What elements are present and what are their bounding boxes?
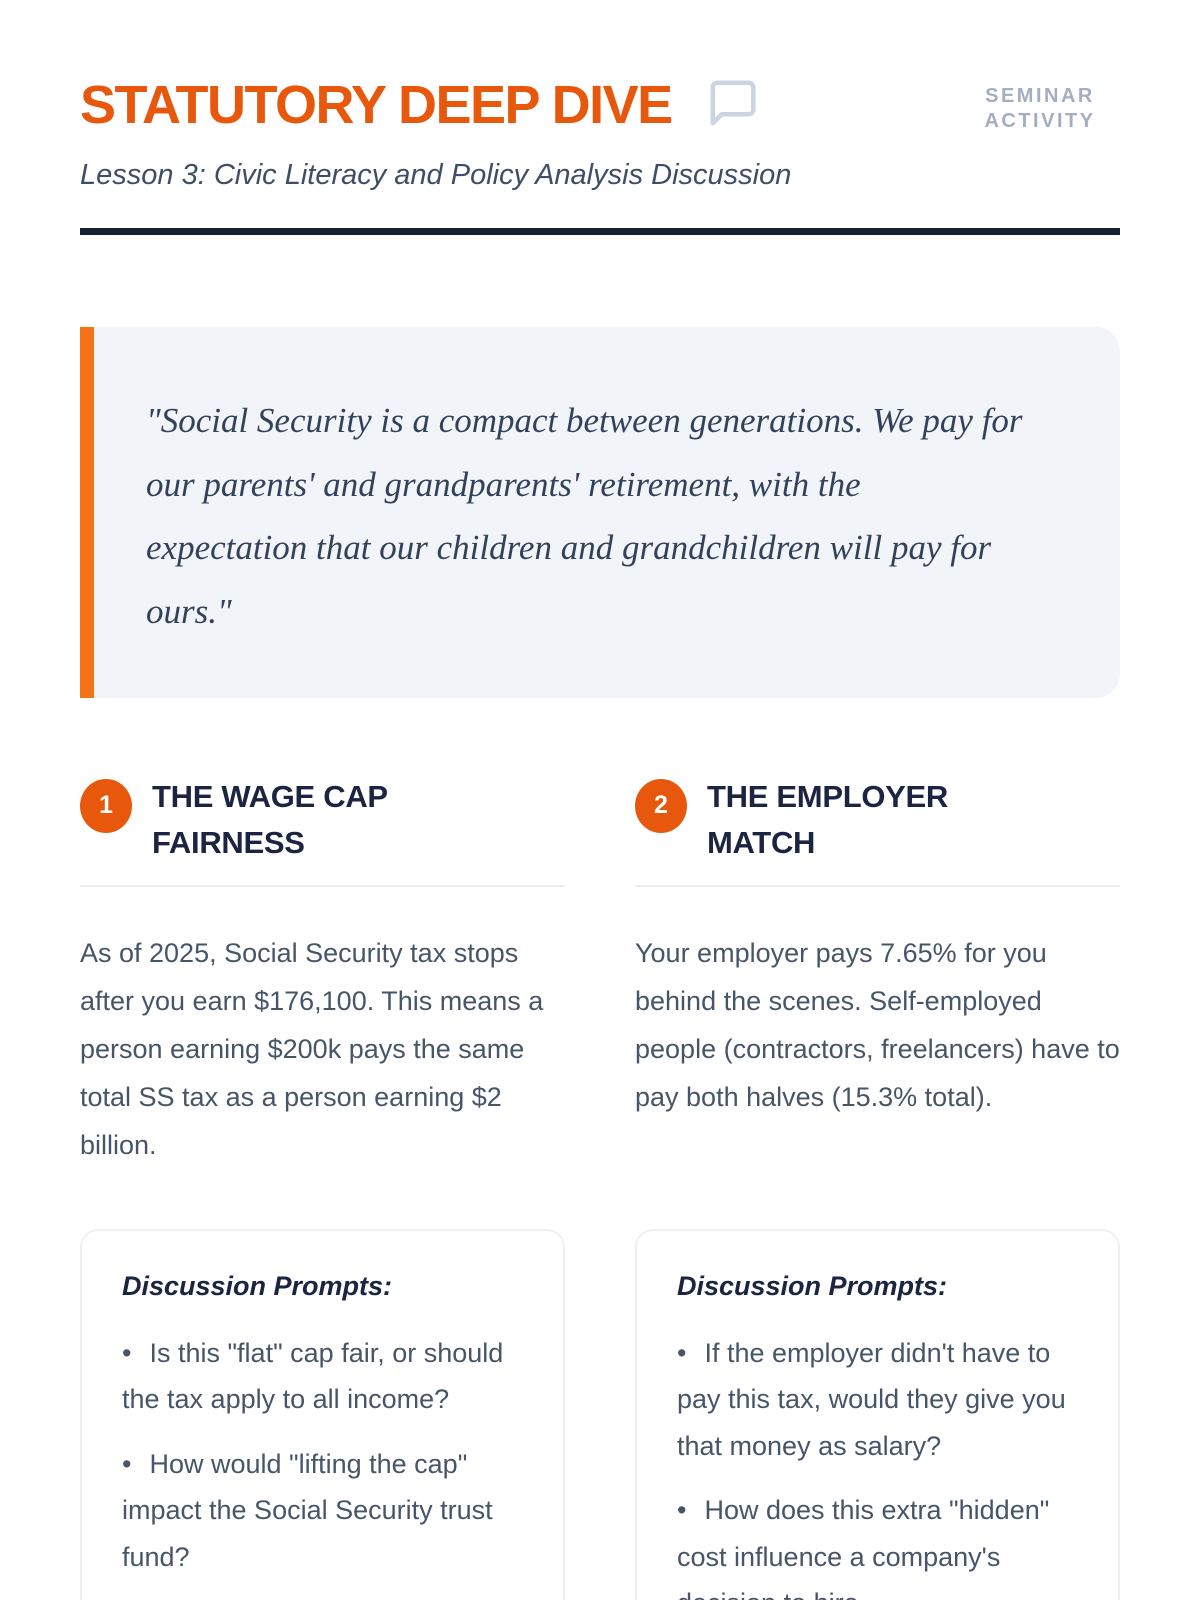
- blockquote-text: "Social Security is a compact between ge…: [146, 401, 1023, 632]
- page-header: STATUTORY DEEP DIVE Lesson 3: Civic Lite…: [80, 78, 1120, 204]
- section-1-body-wrap: As of 2025, Social Security tax stops af…: [80, 929, 565, 1207]
- section-2-body: Your employer pays 7.65% for you behind …: [635, 937, 1120, 1112]
- section-1-body: As of 2025, Social Security tax stops af…: [80, 937, 544, 1160]
- section-1-prompts-label: Discussion Prompts:: [122, 1270, 393, 1301]
- section-1-number-badge: 1: [80, 778, 132, 833]
- header-rule: [80, 228, 1120, 235]
- section-wage-cap: 1 THE WAGE CAP FAIRNESS As of 2025, Soci…: [80, 774, 565, 1600]
- section-2-body-wrap: Your employer pays 7.65% for you behind …: [635, 929, 1120, 1207]
- section-2-prompts-box: Discussion Prompts: If the employer didn…: [635, 1228, 1120, 1600]
- sections-grid: 1 THE WAGE CAP FAIRNESS As of 2025, Soci…: [80, 774, 1120, 1600]
- section-1-prompts-list: Is this "flat" cap fair, or should the t…: [122, 1330, 523, 1580]
- title-row: STATUTORY DEEP DIVE: [80, 78, 791, 132]
- blockquote-accent-bar: [80, 327, 94, 698]
- prompt-item: How would "lifting the cap" impact the S…: [122, 1441, 523, 1580]
- section-employer-match: 2 THE EMPLOYER MATCH Your employer pays …: [635, 774, 1120, 1600]
- section-2-number-badge: 2: [635, 778, 687, 833]
- lesson-subtitle: Lesson 3: Civic Literacy and Policy Anal…: [80, 159, 792, 191]
- section-1-divider: [80, 884, 565, 887]
- blockquote-body: "Social Security is a compact between ge…: [94, 327, 1120, 698]
- prompt-item: If the employer didn't have to pay this …: [677, 1330, 1078, 1469]
- prompt-item: Is this "flat" cap fair, or should the t…: [122, 1330, 523, 1423]
- section-2-header: 2 THE EMPLOYER MATCH: [635, 774, 1120, 867]
- section-2-title: THE EMPLOYER MATCH: [707, 778, 948, 861]
- seminar-activity-badge: SEMINAR ACTIVITY: [984, 85, 1096, 132]
- section-1-prompts-box: Discussion Prompts: Is this "flat" cap f…: [80, 1228, 565, 1600]
- section-1-title: THE WAGE CAP FAIRNESS: [152, 778, 388, 861]
- blockquote: "Social Security is a compact between ge…: [80, 327, 1120, 698]
- page-title: STATUTORY DEEP DIVE: [80, 75, 673, 135]
- section-2-divider: [635, 884, 1120, 887]
- prompt-item: How does this extra "hidden" cost influe…: [677, 1487, 1078, 1600]
- section-2-prompts-list: If the employer didn't have to pay this …: [677, 1330, 1078, 1600]
- section-2-prompts-label: Discussion Prompts:: [677, 1270, 948, 1301]
- title-block: STATUTORY DEEP DIVE Lesson 3: Civic Lite…: [80, 78, 791, 204]
- speech-bubble-icon: [710, 80, 756, 126]
- section-1-header: 1 THE WAGE CAP FAIRNESS: [80, 774, 565, 867]
